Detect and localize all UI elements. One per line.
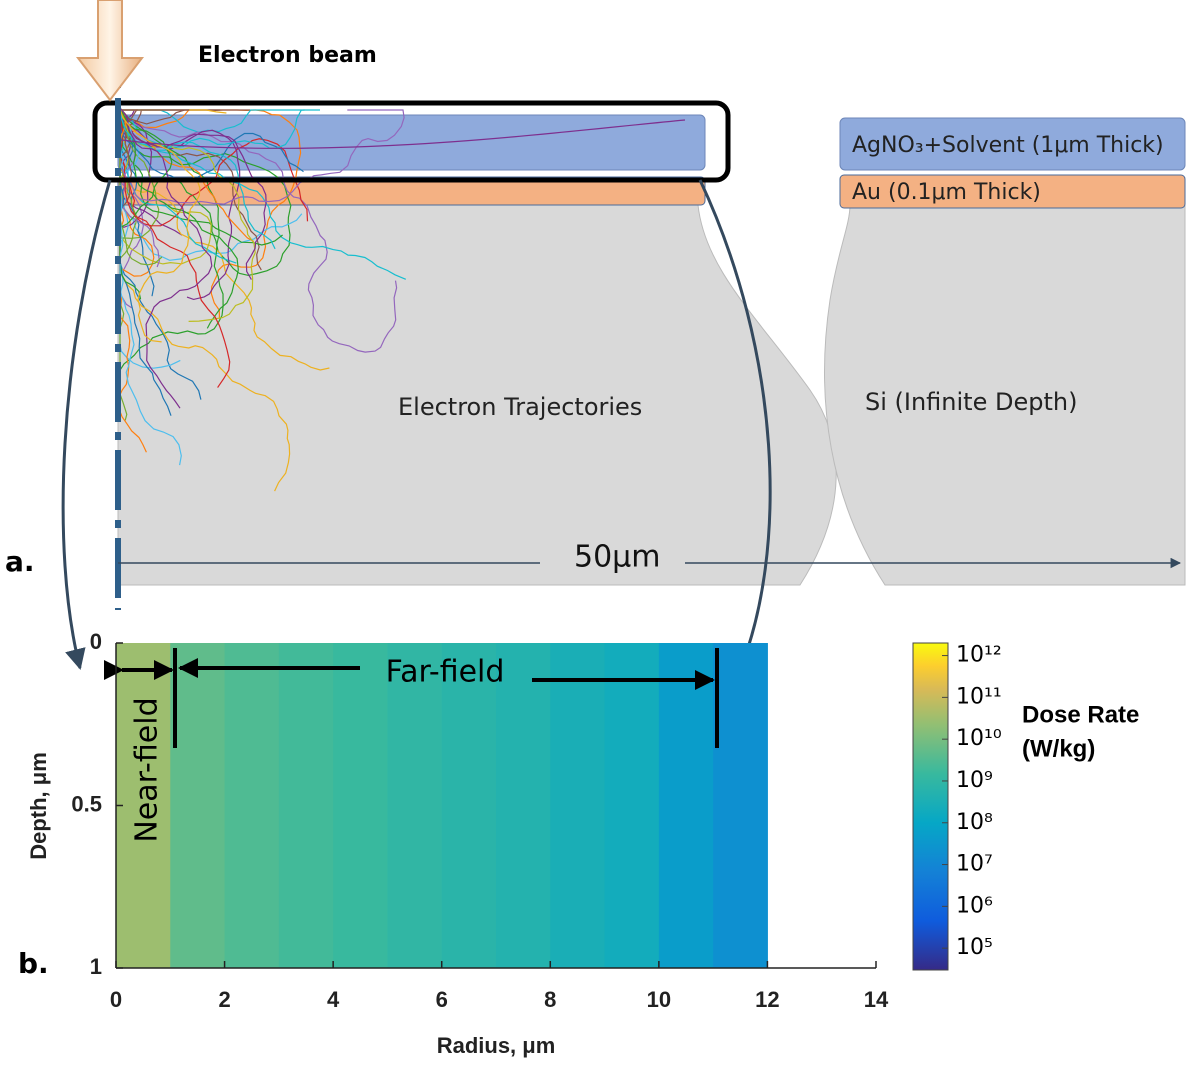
silicon-label: Si (Infinite Depth): [865, 388, 1077, 416]
colorbar-tick-label: 10¹²: [956, 643, 1002, 668]
heat-cell: [278, 643, 334, 968]
silicon-block: [117, 204, 837, 586]
colorbar-tick-label: 10⁹: [956, 768, 993, 793]
trajectory: [119, 107, 213, 409]
colorbar-tick-label: 10⁷: [956, 852, 993, 877]
trajectory: [119, 107, 190, 125]
x-tick-label: 2: [218, 987, 230, 1012]
colorbar: [912, 642, 949, 971]
scale-label: 50μm: [574, 540, 660, 575]
trajectory: [119, 107, 256, 322]
heat-cell: [333, 643, 388, 968]
x-tick-label: 6: [436, 987, 448, 1012]
y-tick-label: 1: [90, 954, 102, 979]
heat-cell: [496, 643, 551, 968]
heatmap: [116, 643, 768, 968]
trajectory: [119, 107, 398, 353]
y-axis-label: Depth, μm: [26, 752, 51, 860]
trajectory: [121, 119, 686, 149]
panel-label: b.: [18, 947, 49, 980]
annotation: Near-field: [130, 697, 165, 842]
annotation: Far-field: [386, 655, 505, 690]
trajectory: [119, 108, 304, 181]
colorbar-tick-label: 10⁸: [956, 810, 993, 835]
colorbar-tick-label: 10⁶: [956, 893, 993, 918]
layer-label: AgNO₃+Solvent (1μm Thick): [852, 133, 1164, 158]
silicon-block: [824, 204, 1186, 586]
beam-arrow: [75, 0, 145, 102]
x-tick-label: 14: [864, 987, 889, 1012]
trajectory: [119, 108, 405, 205]
trajectory: [119, 107, 255, 243]
trajectory: [119, 107, 292, 277]
solvent-layer: [839, 117, 1186, 171]
zoom-arrow: [61, 179, 112, 671]
heat-cell: [387, 643, 443, 968]
gold-layer: [839, 174, 1186, 209]
trajectory: [119, 108, 231, 388]
x-tick-label: 10: [647, 987, 671, 1012]
colorbar-tick-label: 10¹¹: [956, 684, 1002, 709]
trajectories-label: Electron Trajectories: [398, 393, 642, 421]
heat-cell: [658, 643, 714, 968]
panel-label: a.: [5, 545, 35, 578]
y-tick-label: 0.5: [71, 791, 102, 816]
heat-cell: [550, 643, 606, 968]
layer-label: Au (0.1μm Thick): [852, 180, 1041, 205]
trajectory: [119, 107, 267, 280]
heat-cell: [604, 643, 660, 968]
zoom-arrow: [698, 179, 772, 677]
trajectory: [119, 107, 276, 250]
trajectory: [119, 108, 239, 329]
beam-label: Electron beam: [198, 43, 377, 68]
solvent-layer: [117, 114, 706, 171]
colorbar-tick-label: 10⁵: [956, 935, 993, 960]
x-tick-label: 4: [327, 987, 340, 1012]
annotation-arrows: [104, 648, 719, 748]
heat-cell: [170, 643, 226, 968]
heat-cell: [116, 643, 171, 968]
heat-cell: [441, 643, 497, 968]
x-tick-label: 12: [755, 987, 779, 1012]
colorbar-tick-label: 10¹⁰: [956, 726, 1002, 751]
x-tick-label: 0: [110, 987, 122, 1012]
heat-cell: [713, 643, 768, 968]
y-tick-label: 0: [90, 629, 102, 654]
zoom-box: [92, 100, 731, 183]
colorbar-label: (W/kg): [1022, 735, 1095, 762]
colorbar-label: Dose Rate: [1022, 701, 1139, 728]
x-tick-label: 8: [544, 987, 556, 1012]
x-axis-label: Radius, μm: [437, 1033, 556, 1058]
heat-cell: [224, 643, 280, 968]
